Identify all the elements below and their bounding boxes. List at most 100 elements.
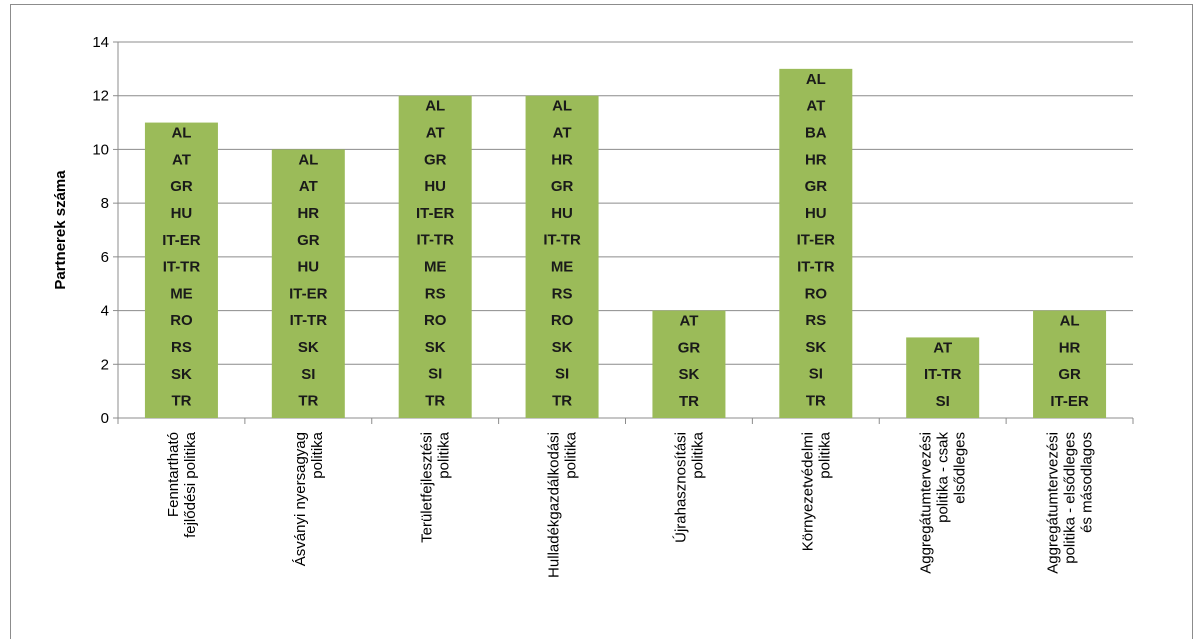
bar-data-label: TR [425,393,445,410]
bar-data-label: AT [172,151,191,168]
bar-data-label: IT-ER [416,205,455,222]
bar-data-label: RO [805,285,828,302]
bar-data-label: AL [1060,313,1080,330]
x-category-label: Újrahasznosítási [672,432,689,543]
bar-data-label: SK [552,339,573,356]
bar-data-label: SI [428,366,442,383]
x-category-label: politika [689,431,706,478]
bar-data-label: RS [552,285,573,302]
bar-data-label: GR [678,339,701,356]
x-category-label: Aggregátumtervezési [918,432,935,574]
x-category-label: Területfejlesztési [419,432,436,543]
bar-data-label: HU [171,205,193,222]
bar-data-label: GR [551,178,574,195]
y-tick-label: 14 [92,34,109,51]
bar-data-label: GR [424,151,447,168]
x-category-label: politika [309,431,326,478]
bar-data-label: ME [424,259,447,276]
bar-data-label: IT-ER [797,232,836,249]
y-tick-label: 10 [92,141,109,158]
bar-data-label: AT [553,125,572,142]
x-category-label: elsődleges [952,432,969,504]
x-category-label: politika [436,431,453,478]
bar-data-label: GR [170,178,193,195]
bar-data-label: SK [679,366,700,383]
bar-data-label: AL [425,98,445,115]
y-tick-label: 0 [101,410,109,427]
bar-data-label: SK [805,339,826,356]
bar-data-label: GR [1058,366,1081,383]
x-category-label: Környezetvédelmi [799,432,816,551]
bar-data-label: RO [551,312,574,329]
x-category-label: politika - elsődleges [1062,432,1079,564]
bar-data-label: IT-TR [797,258,835,275]
y-axis-label: Partnerek száma [52,170,69,290]
bar-data-label: HR [805,151,827,168]
bar [271,149,345,418]
bar-data-label: ME [551,259,574,276]
bar-data-label: HR [551,151,573,168]
bar [652,310,726,418]
bar-data-label: AL [552,98,572,115]
bar-data-label: HU [805,205,827,222]
bar-data-label: HU [297,259,319,276]
bar-data-label: AT [679,313,698,330]
bar-data-label: SI [301,366,315,383]
bar-data-label: RO [170,312,193,329]
bar-data-label: TR [298,393,318,410]
bar-data-label: SI [809,366,823,383]
bar-data-label: AT [933,339,952,356]
bar-data-label: BA [805,124,827,141]
bar-data-label: AT [299,178,318,195]
bar-data-label: HR [1059,339,1081,356]
bar [398,95,472,418]
x-category-label: Fenntartható [165,432,182,517]
bar-data-label: TR [806,392,826,409]
x-category-label: Hulladékgazdálkodási [546,432,563,578]
bar-data-label: SK [171,366,192,383]
y-tick-label: 6 [101,249,109,266]
bar-data-label: IT-TR [416,232,454,249]
bar-data-label: IT-ER [1050,393,1089,410]
x-category-label: politika [816,431,833,478]
bar [1033,310,1107,418]
bar [525,95,599,418]
bar-data-label: IT-TR [163,259,201,276]
bar-data-label: TR [679,393,699,410]
bar-data-label: AL [298,151,318,168]
bar-data-label: AT [806,98,825,115]
bar-data-label: GR [297,232,320,249]
bar-data-label: TR [552,393,572,410]
x-category-label: politika - csak [935,432,952,523]
y-tick-label: 4 [101,303,109,320]
bar-data-label: SK [425,339,446,356]
bar-data-label: AL [806,71,826,88]
y-tick-label: 2 [101,356,109,373]
x-category-label: fejlődési politika [182,431,199,538]
bar [906,337,980,418]
bar-data-label: IT-TR [543,232,581,249]
bar-data-label: IT-TR [924,366,962,383]
bar-data-label: HR [297,205,319,222]
bar [144,122,218,419]
bar-data-label: SK [298,339,319,356]
bar-data-label: RS [805,312,826,329]
x-category-label: Aggregátumtervezési [1045,432,1062,574]
bar-data-label: ME [170,285,193,302]
bar-data-label: RS [171,339,192,356]
bar-data-label: AL [171,125,191,142]
y-tick-label: 8 [101,195,109,212]
x-category-label: politika [563,431,580,478]
y-tick-label: 12 [92,88,109,105]
bar-data-label: IT-ER [289,285,328,302]
bar-data-label: HU [551,205,573,222]
x-category-label: és másodlagos [1079,432,1096,533]
bar-data-label: AT [426,125,445,142]
bar-data-label: SI [936,393,950,410]
bar-data-label: TR [171,393,191,410]
bar [779,68,853,418]
bar-data-label: SI [555,366,569,383]
x-category-label: Ásványi nyersagyag [292,432,309,566]
bar-data-label: RO [424,312,447,329]
